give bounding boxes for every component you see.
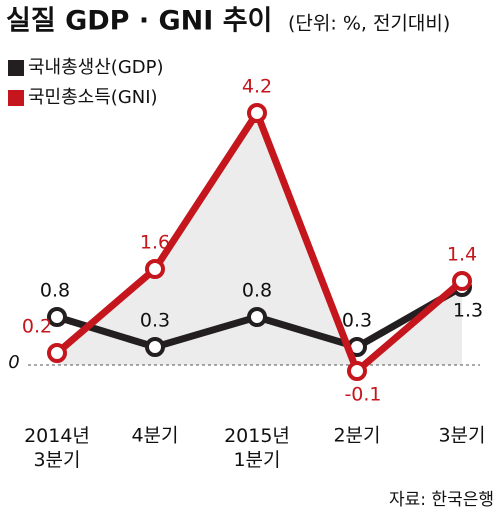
marker <box>47 307 67 327</box>
marker <box>452 271 472 291</box>
value-label: 0.8 <box>242 280 272 302</box>
x-tick-label: 3분기 <box>438 425 485 447</box>
marker <box>347 361 367 381</box>
value-label: 0.3 <box>140 310 170 332</box>
legend-label: 국민총소득(GNI) <box>28 87 158 108</box>
x-tick-label: 4분기 <box>131 425 178 447</box>
value-label: 0.2 <box>22 316 52 338</box>
value-label: -0.1 <box>344 384 381 406</box>
value-label: 1.3 <box>453 300 483 322</box>
marker <box>145 337 165 357</box>
marker <box>145 259 165 279</box>
value-label: 0.8 <box>40 280 70 302</box>
marker <box>247 103 267 123</box>
marker <box>47 343 67 363</box>
chart-subtitle: (단위: %, 전기대비) <box>288 13 450 35</box>
legend-swatch <box>8 60 24 76</box>
chart-title: 실질 GDP · GNI 추이 <box>6 6 272 37</box>
y-tick-label: 0 <box>8 352 19 373</box>
value-label: 1.4 <box>447 244 477 266</box>
legend-swatch <box>8 90 24 106</box>
source: 자료: 한국은행 <box>389 490 494 510</box>
value-label: 0.3 <box>342 310 372 332</box>
value-label: 1.6 <box>140 232 170 254</box>
x-tick-label: 2015년 1분기 <box>224 425 290 471</box>
marker <box>247 307 267 327</box>
x-tick-label: 2분기 <box>333 425 380 447</box>
x-tick-label: 2014년 3분기 <box>24 425 90 471</box>
legend-label: 국내총생산(GDP) <box>28 57 164 78</box>
value-label: 4.2 <box>242 76 272 98</box>
area-shade <box>57 113 462 371</box>
